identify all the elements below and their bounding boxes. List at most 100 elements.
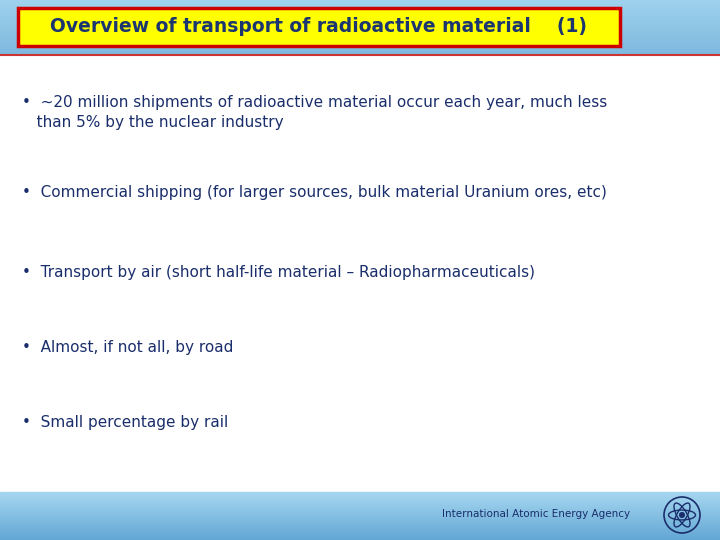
Bar [0,524,720,526]
Bar [0,523,720,525]
Bar [0,29,720,30]
Text: •  Small percentage by rail: • Small percentage by rail [22,415,228,430]
Bar [0,50,720,51]
Bar [0,8,720,9]
Bar [0,536,720,537]
Text: International Atomic Energy Agency: International Atomic Energy Agency [442,509,630,519]
Text: •  Commercial shipping (for larger sources, bulk material Uranium ores, etc): • Commercial shipping (for larger source… [22,185,607,200]
Bar [0,14,720,15]
Bar [0,496,720,498]
Bar [0,30,720,31]
Bar [0,4,720,5]
Bar [0,528,720,529]
Bar [0,36,720,37]
Bar [0,503,720,504]
Bar [0,525,720,527]
Bar [0,20,720,21]
Bar [0,51,720,52]
Text: Overview of transport of radioactive material    (1): Overview of transport of radioactive mat… [50,17,588,37]
Bar [0,509,720,510]
Bar [0,52,720,53]
Bar [0,2,720,3]
Bar [0,516,720,518]
Bar [0,495,720,496]
Bar [0,502,720,503]
Bar [0,537,720,538]
Bar [0,44,720,45]
Bar [0,496,720,497]
Bar [0,48,720,49]
Bar [0,13,720,14]
Bar [0,538,720,540]
Bar [0,514,720,515]
Bar [0,25,720,26]
Bar [0,27,720,28]
Bar [0,49,720,50]
Bar [0,17,720,18]
Bar [0,5,720,6]
Bar [0,503,720,505]
Bar [0,32,720,33]
Bar [0,18,720,19]
Bar [0,34,720,35]
Bar [0,53,720,54]
Bar [0,41,720,42]
Bar [0,523,720,524]
Bar [0,35,720,36]
Bar [0,534,720,535]
Bar [0,0,720,1]
Bar [0,516,720,517]
Bar [0,511,720,513]
Bar [0,12,720,13]
FancyBboxPatch shape [18,8,620,46]
Bar [0,530,720,532]
Bar [0,28,720,29]
Bar [0,498,720,500]
Bar [0,9,720,10]
Bar [0,518,720,520]
Bar [0,522,720,523]
Bar [0,7,720,8]
Bar [0,497,720,499]
Bar [0,532,720,534]
Bar [0,505,720,507]
Bar [0,535,720,536]
Bar [0,517,720,519]
Bar [0,510,720,512]
Bar [0,515,720,516]
Bar [0,521,720,522]
Text: •  Almost, if not all, by road: • Almost, if not all, by road [22,340,233,355]
Bar [0,531,720,533]
Bar [0,40,720,41]
Bar [0,26,720,27]
Bar [0,537,720,539]
Bar [0,37,720,38]
Bar [0,530,720,531]
Bar [0,494,720,495]
Text: •  Transport by air (short half-life material – Radiopharmaceuticals): • Transport by air (short half-life mate… [22,265,535,280]
Bar [0,21,720,22]
Bar [0,507,720,508]
Bar [0,45,720,46]
Bar [0,504,720,506]
Bar [0,47,720,48]
Bar [0,54,720,55]
Bar [0,46,720,47]
Bar [0,43,720,44]
Bar [0,519,720,521]
Bar [0,16,720,17]
Bar [0,24,720,25]
Bar [0,33,720,34]
Text: •  ~20 million shipments of radioactive material occur each year, much less
   t: • ~20 million shipments of radioactive m… [22,95,607,130]
Bar [0,22,720,23]
Bar [0,39,720,40]
Bar [0,55,720,492]
Bar [0,508,720,509]
Bar [0,19,720,20]
Bar [0,501,720,502]
Bar [0,526,720,528]
Bar [0,31,720,32]
Bar [0,15,720,16]
Bar [0,42,720,43]
Bar [0,23,720,24]
